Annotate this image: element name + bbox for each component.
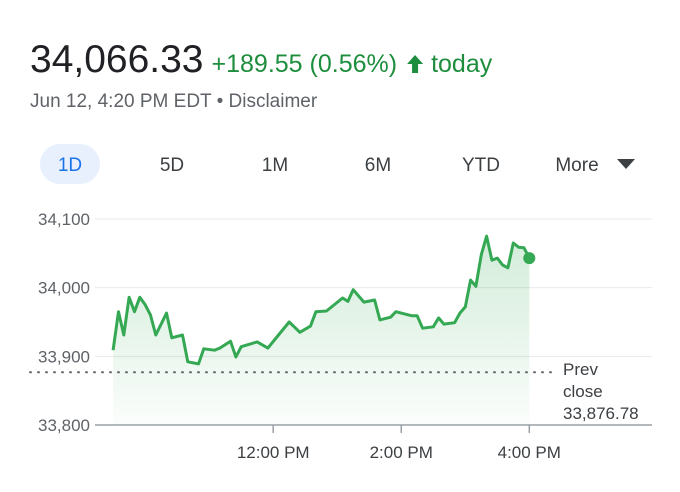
tab[interactable]: YTD [462,155,500,176]
change-period: today [431,50,493,78]
tab-label: 1M [262,155,288,176]
x-tick-label: 4:00 PM [498,443,561,462]
tab-label: More [555,155,598,176]
y-tick-label: 34,000 [38,279,90,298]
tab[interactable]: More [555,155,635,176]
prev-close-value: 33,876.78 [563,404,639,423]
area [113,236,530,425]
tab[interactable]: 1D [40,144,100,184]
dropdown-icon [617,159,635,169]
x-tick-label: 2:00 PM [370,443,433,462]
y-tick-label: 33,800 [38,416,90,435]
tab[interactable]: 1M [262,155,288,176]
tab-highlight [40,144,100,184]
arrow-shape [407,55,424,73]
price-line [111,234,531,366]
tab[interactable]: 5D [160,155,184,176]
prev-close-title: Prev [563,360,598,379]
up-arrow-icon [407,55,424,73]
timestamp: Jun 12, 4:20 PM EDT • Disclaimer [30,91,318,112]
prev-close-title: close [563,382,603,401]
price: 34,066.33 [30,38,204,81]
tab-label: 1D [58,155,82,176]
range-tabs: 1D 5D 1M 6M YTD More [40,144,635,184]
chart: 33,800 33,900 34,000 34,100 12:00 PM 2:00 PM 4… [29,210,652,462]
y-tick-label: 34,100 [38,210,90,229]
tab[interactable]: 6M [365,155,391,176]
tab-label: 5D [160,155,184,176]
last-point [523,252,536,265]
tab-label: YTD [462,155,500,176]
x-tick-label: 12:00 PM [237,443,310,462]
y-tick-label: 33,900 [38,347,90,366]
tab-label: 6M [365,155,391,176]
price-change: +189.55 (0.56%) [212,50,398,78]
